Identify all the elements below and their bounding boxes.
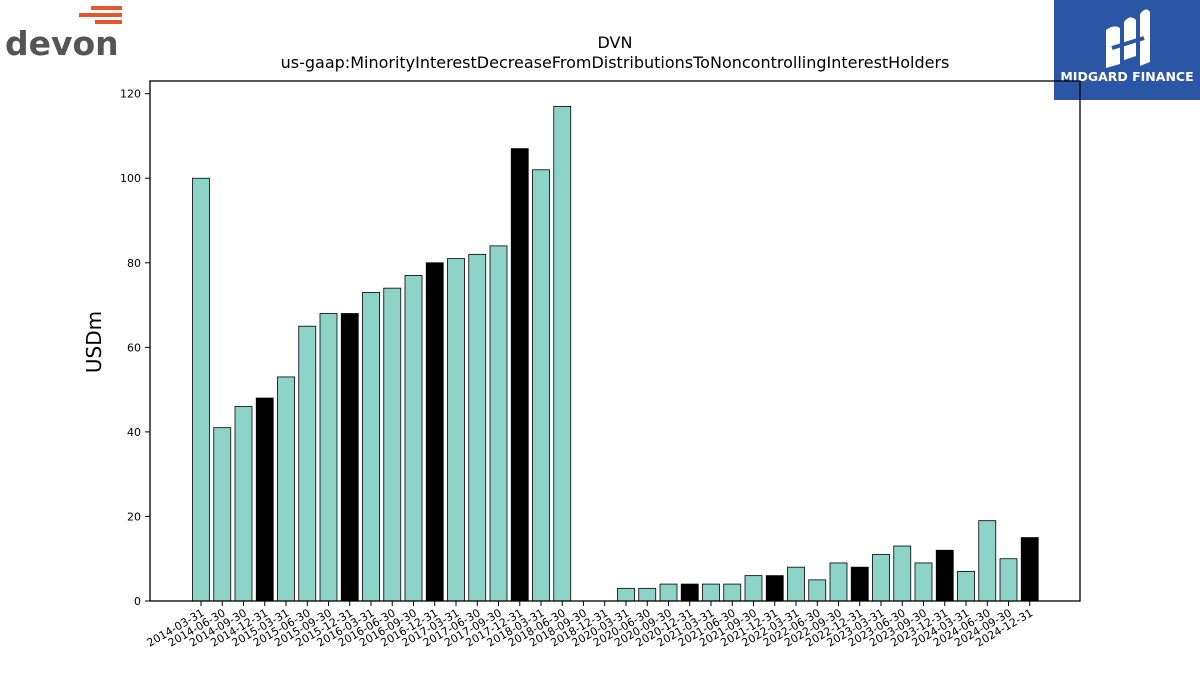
y-tick-label: 60 [127, 341, 141, 354]
x-ticks-group: 2014-03-312014-06-302014-09-302014-12-31… [145, 601, 1035, 650]
bar-2022-06-30 [808, 579, 827, 602]
bar-2018-03-31 [532, 169, 550, 602]
midgard-logo-mark-cut [1111, 36, 1145, 50]
devon-logo: devon [5, 6, 122, 60]
bar-2016-06-30 [383, 287, 402, 602]
bar-2016-03-31 [362, 291, 380, 602]
bar-2024-09-30 [999, 558, 1018, 602]
bar-2022-12-31 [850, 566, 869, 602]
bar-2014-09-30 [234, 406, 253, 602]
devon-logo-stripe [95, 20, 122, 24]
bar-2016-09-30 [404, 275, 423, 602]
devon-logo-text: devon [5, 24, 119, 60]
bar-2022-03-31 [787, 566, 805, 602]
bar-2018-06-30 [553, 105, 572, 602]
midgard-logo-mark-right [1140, 9, 1150, 66]
bar-2023-03-31 [872, 554, 890, 602]
bar-2015-06-30 [298, 325, 317, 602]
y-tick-label: 120 [120, 88, 141, 101]
bar-2021-09-30 [744, 575, 763, 602]
bar-2020-12-31 [680, 583, 699, 602]
bar-2014-12-31 [255, 397, 274, 602]
y-tick-label: 0 [134, 595, 141, 608]
bar-2021-06-30 [723, 583, 742, 602]
bar-2017-03-31 [447, 258, 465, 602]
midgard-logo-text: MIDGARD FINANCE [1060, 69, 1193, 84]
chart-title: DVN [597, 33, 633, 52]
devon-logo-stripe [91, 6, 122, 10]
bar-2024-12-31 [1020, 537, 1039, 602]
bar-2023-09-30 [914, 562, 933, 602]
bar-2015-12-31 [340, 313, 359, 602]
bar-2017-09-30 [489, 245, 508, 602]
bar-2015-09-30 [319, 313, 338, 602]
bar-2014-03-31 [192, 177, 210, 602]
y-tick-label: 100 [120, 172, 141, 185]
bar-2020-06-30 [638, 587, 657, 602]
y-tick-label: 20 [127, 510, 141, 523]
bar-2014-06-30 [213, 427, 232, 602]
bar-2017-12-31 [510, 148, 529, 602]
y-ticks-group: 0 20 40 60 80 100 120 [120, 88, 150, 608]
bar-2024-06-30 [978, 520, 997, 602]
bar-2020-09-30 [659, 583, 678, 602]
bar-2017-06-30 [468, 253, 487, 602]
chart-subtitle: us-gaap:MinorityInterestDecreaseFromDist… [280, 53, 950, 72]
y-tick-label: 40 [127, 426, 141, 439]
plot-frame [149, 80, 1081, 602]
devon-logo-stripe [79, 13, 122, 17]
bars-group [192, 105, 1039, 602]
bar-2015-03-31 [277, 376, 295, 602]
bar-2024-03-31 [957, 571, 975, 602]
bar-2021-12-31 [765, 575, 784, 602]
bar-2022-09-30 [829, 562, 848, 602]
midgard-logo-mark-center [1124, 17, 1136, 60]
midgard-finance-logo: MIDGARD FINANCE [1054, 0, 1200, 100]
bar-2021-03-31 [702, 583, 720, 602]
bar-2023-12-31 [935, 549, 954, 602]
bar-2016-12-31 [425, 262, 444, 602]
bar-2020-03-31 [617, 587, 635, 602]
midgard-logo-mark: MIDGARD FINANCE [1060, 9, 1194, 84]
y-tick-label: 80 [127, 257, 141, 270]
bar-2023-06-30 [893, 545, 912, 602]
